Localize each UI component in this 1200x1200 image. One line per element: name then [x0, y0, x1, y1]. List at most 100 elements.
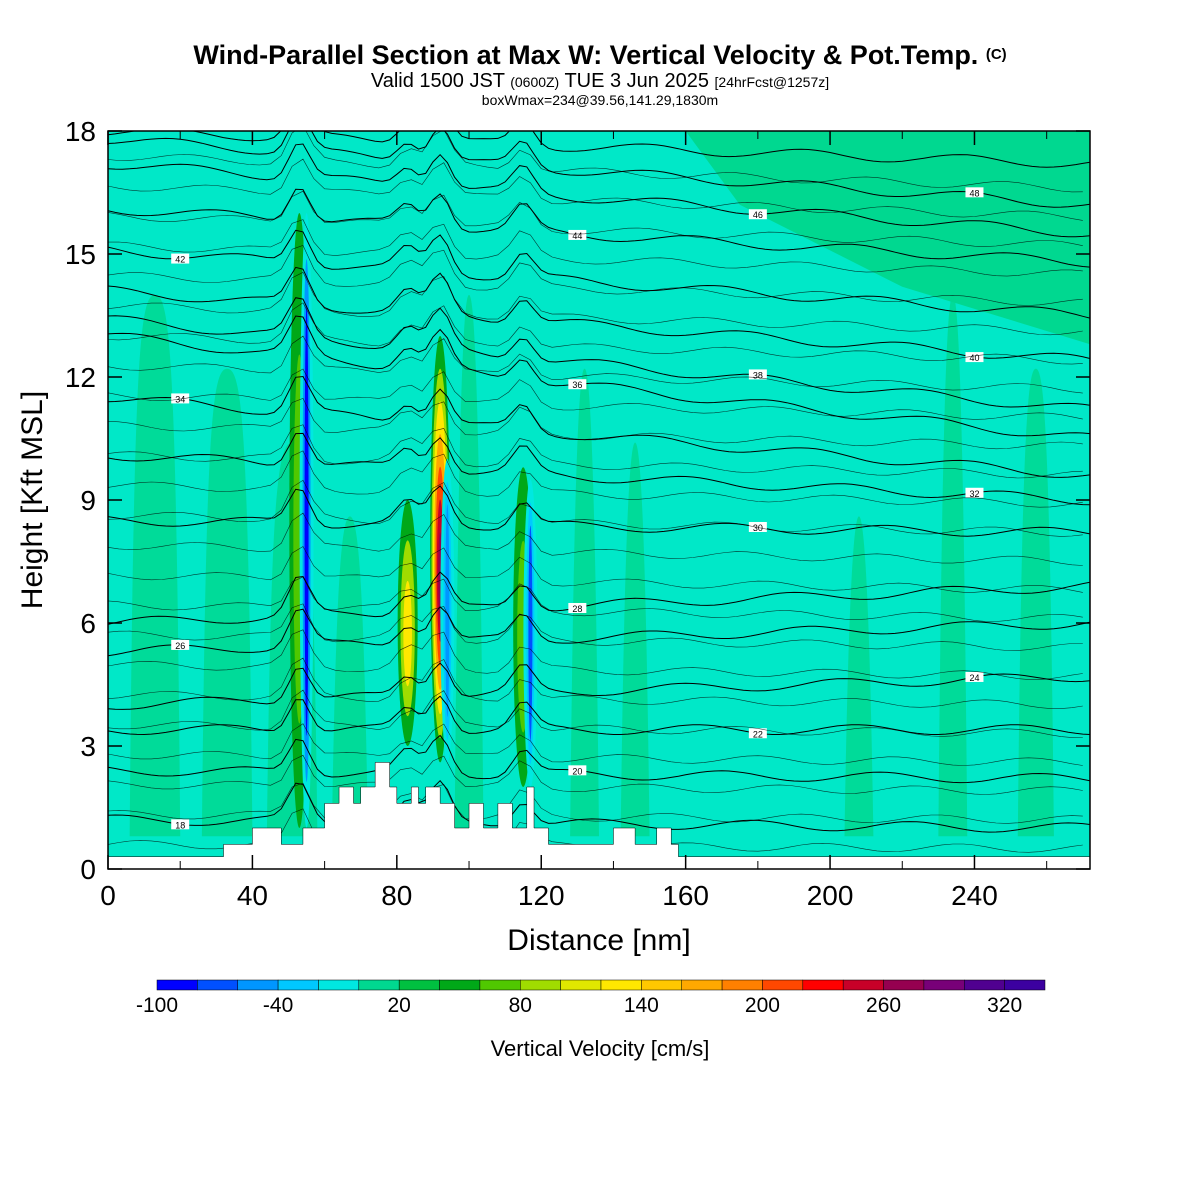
theta-contour-minor: [108, 723, 1083, 766]
y-tick-label: 18: [65, 116, 96, 147]
weak-ascent-band: [620, 442, 650, 837]
weak-ascent-band: [570, 368, 599, 837]
y-tick-label: 12: [65, 362, 96, 393]
theta-contour: [108, 143, 1090, 238]
x-axis-label: Distance [nm]: [507, 924, 690, 957]
theta-contour: [108, 297, 1090, 408]
colorbar-swatch: [520, 979, 561, 991]
colorbar-tick-label: -40: [263, 994, 293, 1017]
theta-contour-label: 38: [753, 370, 763, 380]
y-axis-label: Height [Kft MSL]: [16, 391, 49, 609]
colorbar-label: Vertical Velocity [cm/s]: [490, 1036, 710, 1061]
colorbar-swatch: [964, 979, 1005, 991]
theta-contour-minor: [108, 479, 1083, 537]
colorbar-swatch: [923, 979, 965, 991]
colorbar-swatch: [398, 979, 440, 991]
x-tick-label: 120: [518, 880, 565, 911]
x-tick-label: 240: [951, 880, 998, 911]
y-tick-label: 9: [80, 485, 96, 516]
theta-contour: [108, 131, 1090, 168]
theta-label-bg: [748, 369, 767, 380]
theta-contour-minor: [108, 689, 1083, 738]
theta-contour-label: 44: [572, 231, 582, 241]
chart-box-info: boxWmax=234@39.56,141.29,1830m: [481, 92, 719, 108]
theta-contour-minor: [108, 512, 1083, 566]
theta-contour-label: 18: [175, 820, 185, 830]
theta-contour-minor: [108, 245, 1083, 306]
theta-contour: [108, 695, 1090, 736]
theta-contour-label: 22: [753, 729, 763, 739]
theta-label-bg: [965, 187, 984, 198]
theta-contour: [108, 188, 1090, 268]
theta-label-bg: [748, 521, 767, 532]
x-tick-label: 40: [237, 880, 268, 911]
theta-contour: [108, 734, 1090, 784]
theta-contour-minor: [108, 629, 1083, 680]
theta-label-bg: [965, 487, 984, 498]
colorbar-tick-label: -100: [136, 994, 178, 1017]
theta-contour-label: 32: [969, 489, 979, 499]
theta-contour-minor: [108, 271, 1083, 336]
weak-ascent-band: [331, 516, 368, 837]
theta-contour-label: 36: [572, 380, 582, 390]
chart-title-block: Wind-Parallel Section at Max W: Vertical…: [0, 40, 1200, 107]
theta-contour: [108, 315, 1090, 437]
theta-contour-minor: [108, 219, 1083, 277]
theta-contour-minor: [108, 158, 1083, 221]
theta-contour-label: 30: [753, 523, 763, 533]
theta-contour-minor: [108, 424, 1083, 479]
theta-label-bg: [568, 602, 587, 613]
theta-contour: [108, 606, 1090, 657]
colorbar-swatch: [802, 979, 844, 991]
downdraft-streak: [528, 525, 533, 741]
theta-label-bg: [568, 379, 587, 390]
theta-label-bg: [568, 229, 587, 240]
theta-contour-minor: [108, 576, 1083, 622]
theta-contour-label: 20: [572, 766, 582, 776]
colorbar-swatch: [1004, 979, 1046, 991]
weak-ascent-band: [844, 516, 874, 837]
colorbar-swatch: [156, 979, 198, 991]
weak-ascent-band: [201, 368, 253, 837]
colorbar-swatch: [560, 979, 602, 991]
x-tick-label: 0: [100, 880, 116, 911]
theta-contour: [108, 131, 1090, 208]
theta-contour-minor: [108, 368, 1083, 420]
theta-contour-minor: [108, 398, 1083, 450]
colorbar-tick-label: 260: [866, 994, 901, 1017]
theta-contour-label: 24: [969, 673, 979, 683]
theta-contour: [108, 779, 1090, 833]
colorbar-swatch: [277, 979, 319, 991]
theta-contour: [108, 571, 1090, 625]
colorbar-swatch: [318, 979, 360, 991]
theta-contour: [108, 432, 1090, 506]
colorbar-swatch: [842, 979, 884, 991]
y-tick-label: 6: [80, 608, 96, 639]
terrain-profile: [108, 762, 1090, 869]
theta-contour-minor: [108, 190, 1083, 247]
colorbar-swatch: [197, 979, 238, 991]
theta-contour: [108, 375, 1090, 478]
y-tick-label: 15: [65, 239, 96, 270]
colorbar-swatch: [762, 979, 804, 991]
theta-label-bg: [171, 819, 190, 830]
weak-ascent-band: [454, 295, 484, 837]
colorbar-tick-label: 80: [509, 994, 532, 1017]
colorbar-swatch: [721, 979, 763, 991]
downdraft-streak: [445, 504, 450, 717]
colorbar-swatch: [237, 979, 279, 991]
theta-contour: [108, 229, 1090, 319]
theta-contour-label: 34: [175, 394, 185, 404]
colorbar-tick-label: 320: [987, 994, 1022, 1017]
theta-contour-label: 28: [572, 604, 582, 614]
weak-ascent-band: [1017, 368, 1054, 837]
theta-contour-label: 48: [969, 188, 979, 198]
theta-contour-label: 26: [175, 641, 185, 651]
theta-contour-minor: [108, 546, 1083, 593]
colorbar-swatch: [641, 979, 682, 991]
theta-contour-minor: [108, 131, 1083, 193]
downdraft-streak: [304, 305, 309, 736]
x-tick-label: 160: [662, 880, 709, 911]
updraft-plume: [403, 580, 412, 687]
